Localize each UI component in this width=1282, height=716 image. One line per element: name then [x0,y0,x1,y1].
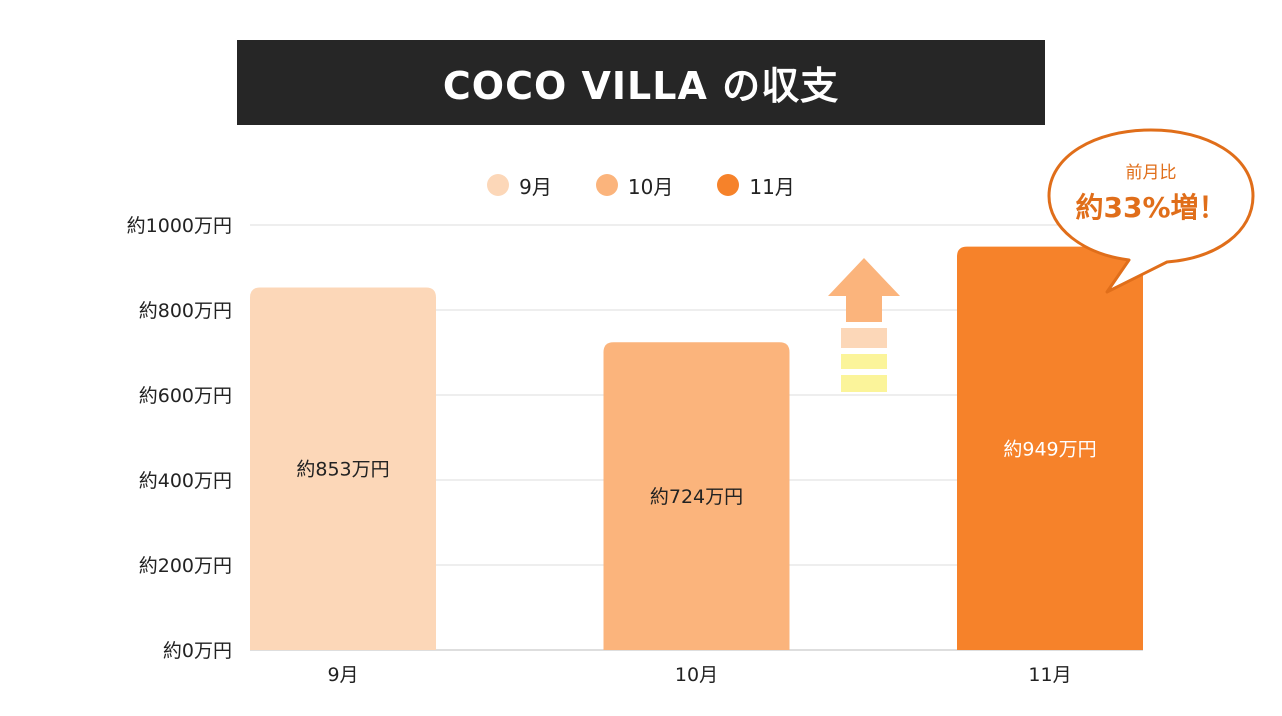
bar-data-label: 約949万円 [1003,438,1096,460]
legend-label: 10月 [627,174,674,199]
bar [250,287,436,650]
y-tick-label: 約600万円 [139,385,232,407]
speech-bubble [1047,128,1255,294]
up-arrow-icon [828,258,900,392]
title-bar: COCO VILLA の収支 [237,40,1045,125]
y-tick-label: 約0万円 [163,640,232,662]
x-tick-label: 10月 [675,664,718,686]
bar [957,246,1143,651]
y-tick-label: 約400万円 [139,470,232,492]
legend-swatch [595,174,618,196]
bar-data-label: 約724万円 [650,486,743,508]
callout-label: 前月比 [1125,163,1177,183]
x-tick-label: 11月 [1028,664,1071,686]
legend-label: 9月 [519,174,552,199]
legend-swatch [487,174,510,196]
legend-item: 10月 [595,171,674,200]
legend-label: 11月 [749,174,795,199]
legend-item: 9月 [487,171,552,200]
callout-value: 約33%増！ [1075,191,1227,224]
legend-item: 11月 [717,171,795,200]
y-tick-label: 約800万円 [139,300,232,322]
x-tick-label: 9月 [327,664,358,686]
legend: 9月 10月 11月 [0,170,1282,200]
y-tick-label: 約1000万円 [127,215,232,237]
bar [603,342,790,650]
legend-swatch [717,174,740,196]
y-tick-label: 約200万円 [139,555,232,577]
chart-title: COCO VILLA の収支 [442,64,840,108]
bar-data-label: 約853万円 [296,459,389,481]
